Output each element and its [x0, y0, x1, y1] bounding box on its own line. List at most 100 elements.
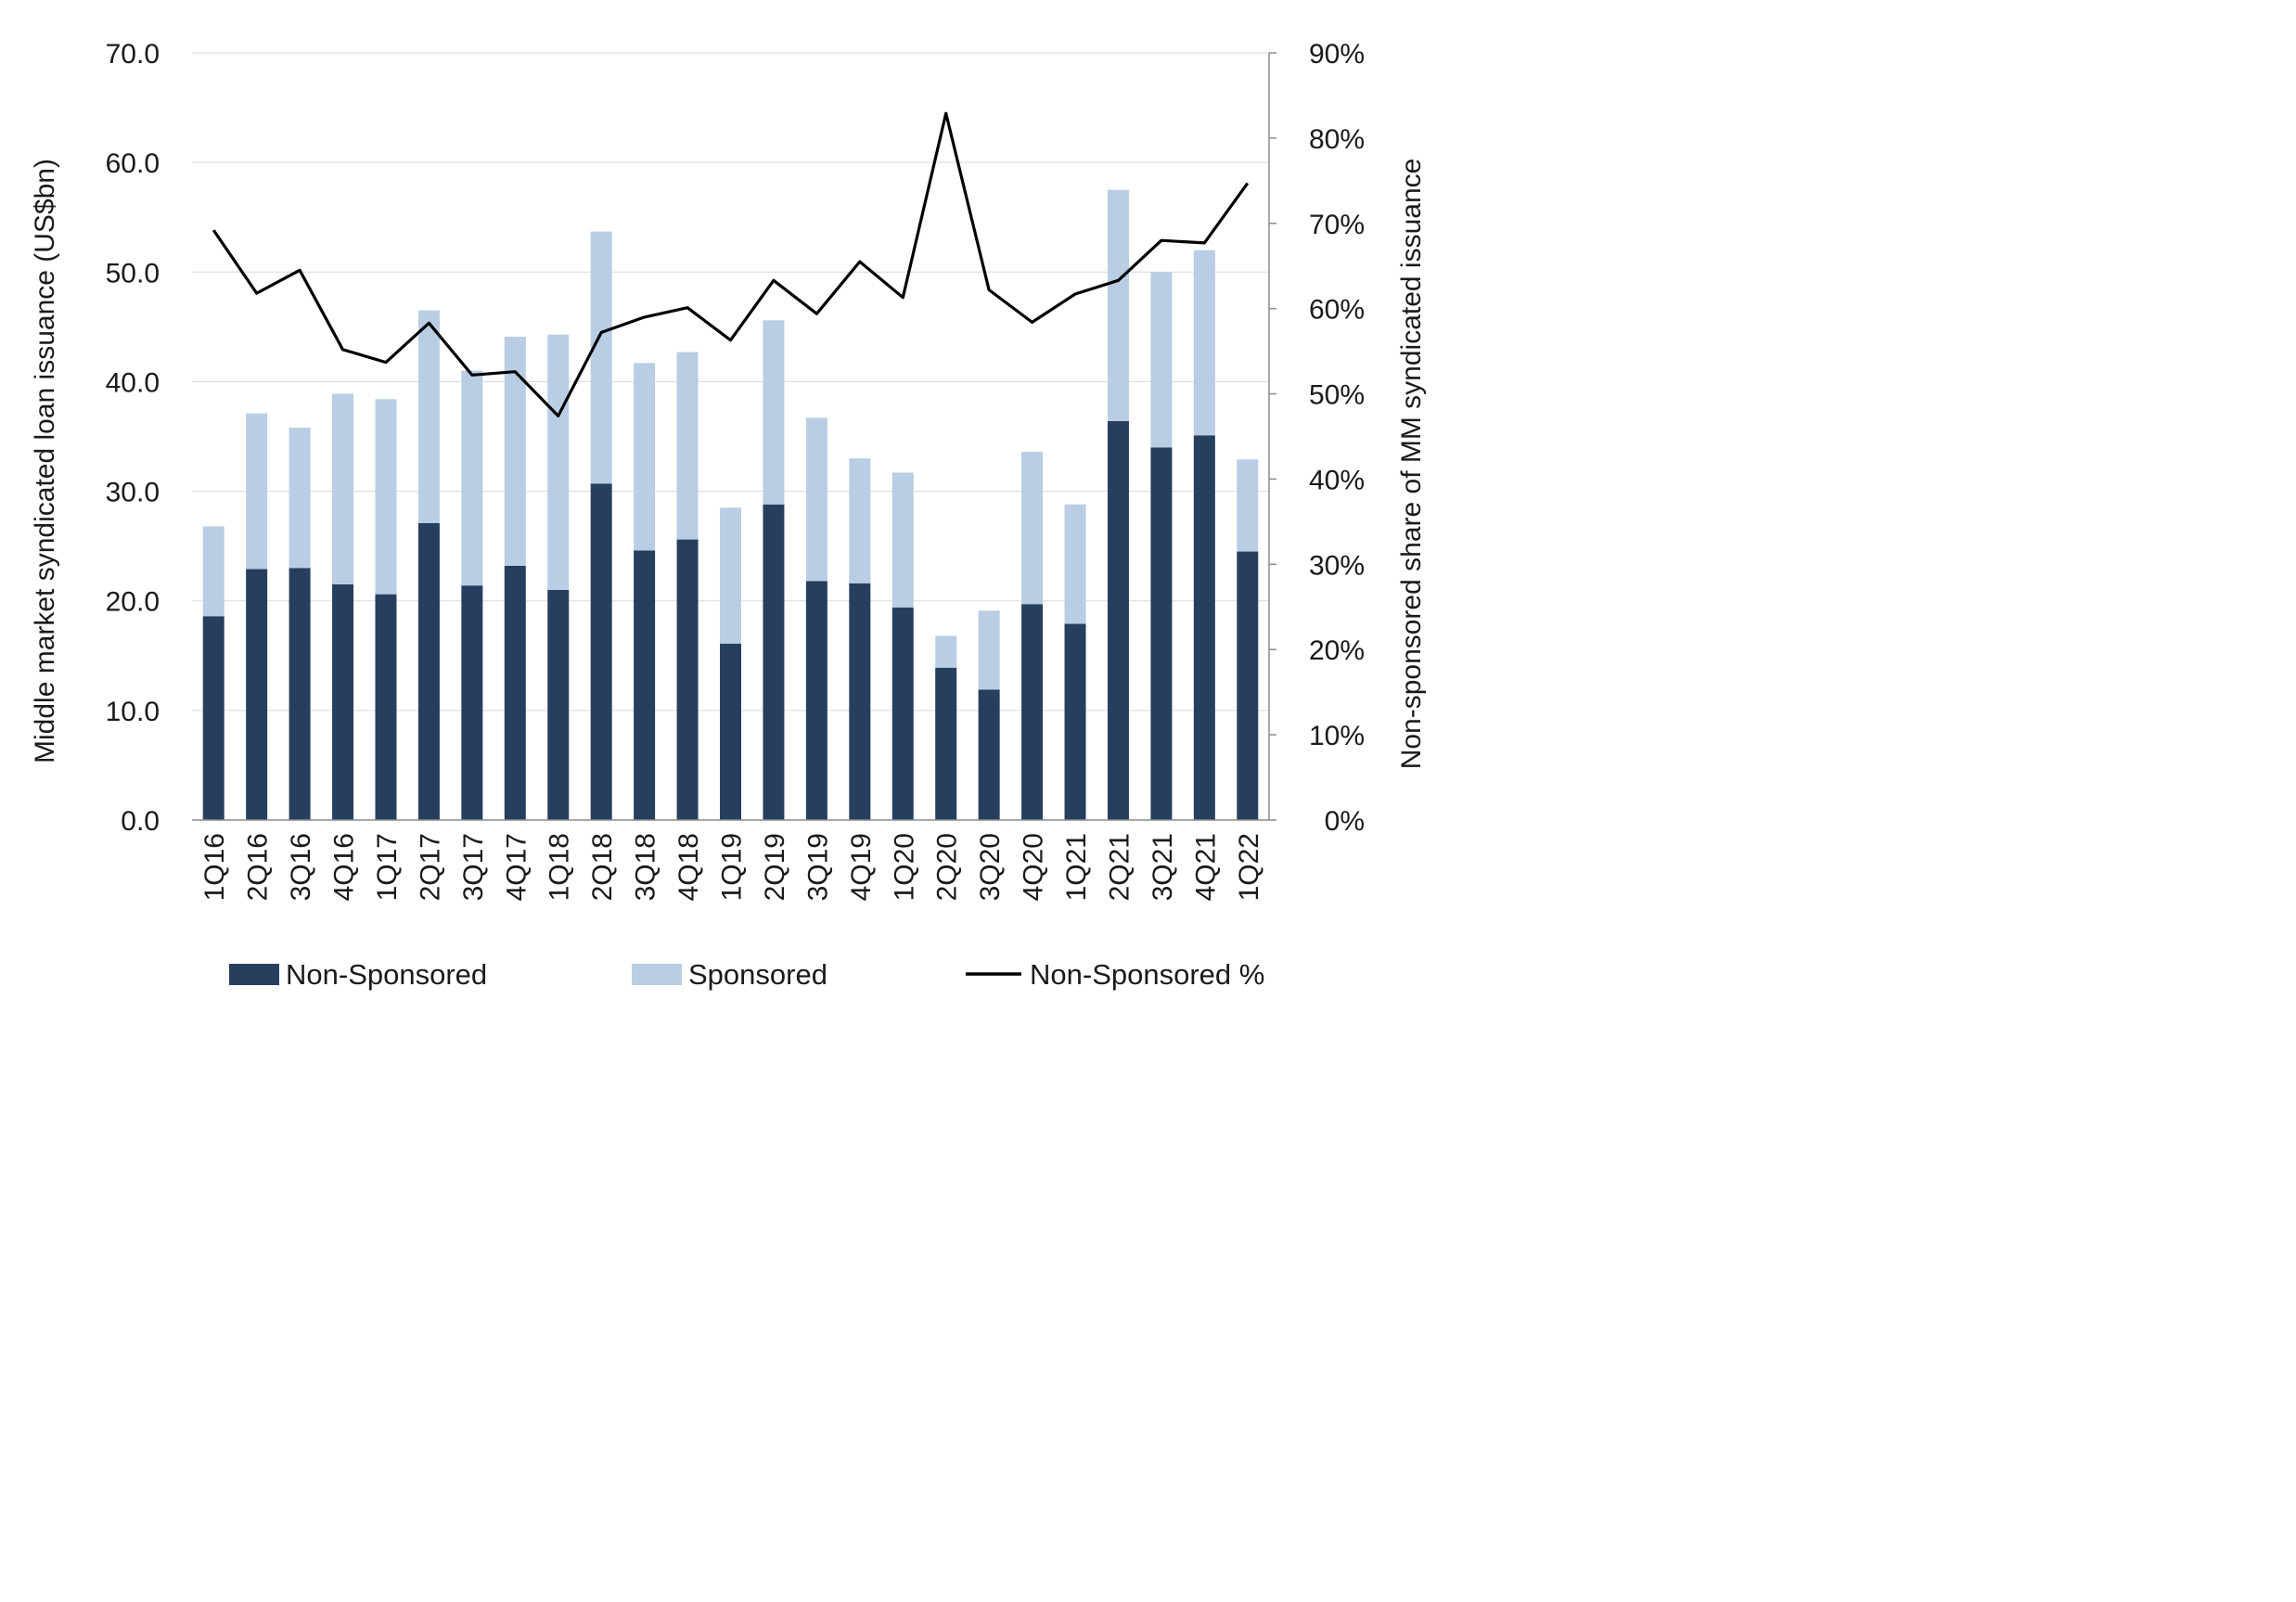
bar-sponsored-1q17 — [375, 399, 397, 595]
bar-sponsored-3q16 — [289, 428, 311, 569]
bar-non-sponsored-4q19 — [849, 583, 871, 820]
legend-label: Non-Sponsored — [286, 958, 487, 991]
stacked-bar-line-chart: 0.0 10.0 20.0 30.0 40.0 50.0 60.0 70.0 0% 10% 20% 3… — [30, 39, 1427, 991]
x-tick-label: 1Q19 — [717, 833, 748, 901]
bar-sponsored-3q17 — [461, 370, 483, 586]
bar-sponsored-2q21 — [1107, 189, 1129, 421]
bar-non-sponsored-1q20 — [891, 607, 914, 820]
bar-non-sponsored-4q18 — [676, 539, 699, 820]
left-tick-label: 10.0 — [106, 697, 160, 727]
left-axis-title: Middle market syndicated loan issuance (… — [30, 159, 60, 763]
gridlines — [192, 52, 1269, 711]
bar-non-sponsored-2q21 — [1107, 420, 1129, 820]
right-tick-label: 90% — [1309, 39, 1365, 70]
left-tick-label: 60.0 — [106, 148, 160, 179]
legend-swatch — [229, 964, 279, 985]
bar-non-sponsored-4q17 — [504, 565, 526, 820]
x-tick-label: 4Q16 — [329, 833, 360, 901]
x-tick-label: 2Q19 — [760, 833, 790, 901]
bar-non-sponsored-3q20 — [978, 689, 1000, 820]
left-tick-label: 40.0 — [106, 367, 160, 398]
bar-sponsored-4q20 — [1021, 452, 1044, 605]
right-tick-label: 0% — [1325, 806, 1365, 837]
x-tick-label: 3Q19 — [802, 833, 833, 901]
bar-sponsored-3q18 — [634, 363, 656, 551]
bar-non-sponsored-3q16 — [289, 568, 311, 820]
x-tick-label: 4Q19 — [846, 833, 877, 901]
legend-label: Sponsored — [688, 958, 827, 991]
bars — [202, 189, 1259, 820]
left-tick-label: 50.0 — [106, 258, 160, 288]
x-tick-label: 3Q16 — [286, 833, 316, 901]
bar-sponsored-3q20 — [978, 610, 1000, 690]
x-tick-label: 1Q17 — [372, 833, 403, 901]
x-tick-label: 4Q20 — [1019, 833, 1049, 901]
legend-label: Non-Sponsored % — [1030, 958, 1264, 991]
bar-non-sponsored-2q16 — [246, 569, 268, 820]
bar-non-sponsored-2q17 — [417, 522, 440, 820]
legend-item-non-sponsored: Non-Sponsored — [229, 958, 487, 991]
left-tick-label: 20.0 — [106, 587, 160, 618]
bar-non-sponsored-2q19 — [763, 504, 785, 820]
x-tick-label: 3Q20 — [975, 833, 1006, 901]
bar-non-sponsored-1q16 — [202, 616, 224, 820]
bar-non-sponsored-4q20 — [1021, 604, 1044, 820]
right-tick-label: 30% — [1309, 550, 1365, 581]
right-axis-title: Non-sponsored share of MM syndicated iss… — [1396, 159, 1427, 770]
bar-non-sponsored-4q21 — [1193, 435, 1215, 820]
bar-non-sponsored-1q21 — [1064, 623, 1086, 820]
x-tick-label: 1Q16 — [199, 833, 230, 901]
bar-sponsored-1q21 — [1064, 504, 1086, 624]
bar-sponsored-2q18 — [590, 231, 612, 484]
x-tick-label: 4Q21 — [1190, 833, 1221, 901]
bar-non-sponsored-2q20 — [935, 667, 957, 820]
x-tick-label: 1Q18 — [545, 833, 575, 901]
bar-sponsored-2q20 — [935, 635, 957, 668]
bar-non-sponsored-3q21 — [1150, 447, 1173, 820]
x-tick-label: 2Q20 — [932, 833, 963, 901]
bar-sponsored-4q17 — [504, 336, 526, 566]
legend: Non-Sponsored Sponsored Non-Sponsored % — [229, 958, 1264, 991]
x-tick-label: 2Q21 — [1104, 833, 1135, 901]
left-tick-label: 70.0 — [106, 39, 160, 70]
bar-sponsored-4q21 — [1193, 250, 1215, 436]
x-tick-label: 1Q20 — [889, 833, 919, 901]
bar-non-sponsored-2q18 — [590, 483, 612, 820]
legend-swatch — [632, 964, 682, 985]
bar-sponsored-1q20 — [891, 472, 914, 608]
chart-container: 0.0 10.0 20.0 30.0 40.0 50.0 60.0 70.0 0% 10% 20% 3… — [0, 0, 1455, 1017]
legend-item-non-sponsored-: Non-Sponsored % — [966, 958, 1264, 991]
bar-sponsored-1q22 — [1237, 459, 1259, 552]
x-tick-label: 3Q21 — [1148, 833, 1178, 901]
x-tick-label: 2Q17 — [415, 833, 445, 901]
bar-non-sponsored-3q19 — [805, 581, 827, 820]
x-tick-label: 2Q18 — [587, 833, 618, 901]
legend-item-sponsored: Sponsored — [632, 958, 827, 991]
bar-sponsored-4q18 — [676, 352, 699, 540]
bar-sponsored-1q16 — [202, 526, 224, 617]
x-tick-label: 4Q17 — [501, 833, 532, 901]
x-tick-label: 2Q16 — [243, 833, 274, 901]
bar-sponsored-2q17 — [417, 310, 440, 523]
bar-sponsored-2q16 — [246, 413, 268, 570]
axes — [192, 52, 1276, 821]
bar-non-sponsored-3q17 — [461, 585, 483, 820]
right-tick-label: 20% — [1309, 635, 1365, 666]
bar-sponsored-1q18 — [547, 334, 570, 590]
bar-sponsored-2q19 — [763, 320, 785, 505]
bar-sponsored-3q19 — [805, 417, 827, 582]
left-tick-label: 0.0 — [121, 806, 160, 837]
bar-sponsored-4q19 — [849, 458, 871, 583]
x-tick-label: 1Q22 — [1234, 833, 1264, 901]
line-series — [212, 111, 1250, 417]
x-tick-label: 3Q17 — [458, 833, 489, 901]
right-tick-label: 40% — [1309, 465, 1365, 495]
bar-sponsored-4q16 — [332, 393, 354, 584]
right-tick-label: 10% — [1309, 721, 1365, 751]
bar-non-sponsored-1q17 — [375, 594, 397, 820]
x-tick-label: 1Q21 — [1061, 833, 1092, 901]
bar-non-sponsored-4q16 — [332, 583, 354, 820]
line-non-sponsored-share — [212, 111, 1250, 417]
bar-non-sponsored-1q22 — [1237, 551, 1259, 820]
bar-non-sponsored-1q19 — [720, 643, 741, 820]
